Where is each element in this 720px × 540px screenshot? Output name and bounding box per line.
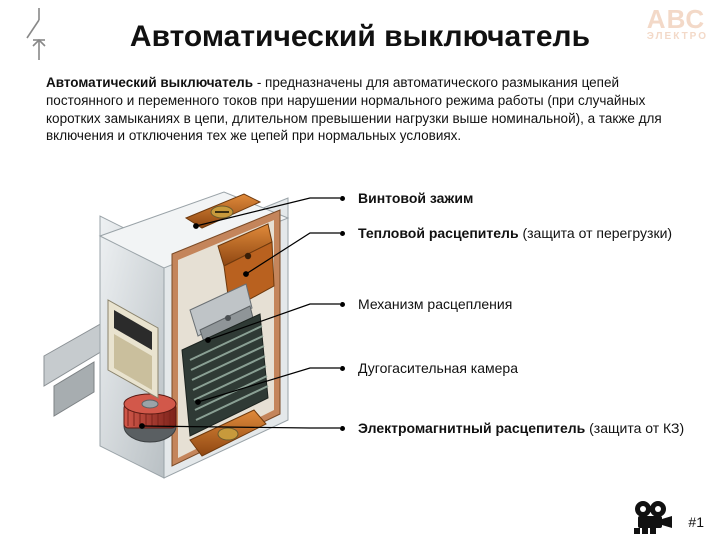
camera-icon — [632, 500, 674, 534]
pt-em — [139, 423, 145, 429]
bullet-icon — [340, 231, 345, 236]
callout-bold: Тепловой расцепитель — [358, 225, 519, 241]
callout-bold: Электромагнитный расцепитель — [358, 420, 585, 436]
callout-plain: Дугогасительная камера — [358, 360, 518, 376]
callout-plain: Механизм расцепления — [358, 296, 512, 312]
electromagnetic-release — [124, 394, 176, 442]
bullet-icon — [340, 196, 345, 201]
callout-screw_terminal: Винтовой зажим — [358, 190, 688, 206]
callout-plain: (защита от КЗ) — [585, 420, 684, 436]
callout-trip_mechanism: Механизм расцепления — [358, 296, 688, 312]
description-lead: Автоматический выключатель — [46, 75, 253, 90]
callout-electromagnetic_release: Электромагнитный расцепитель (защита от … — [358, 420, 688, 436]
pt-thermal — [243, 271, 249, 277]
bullet-icon — [340, 426, 345, 431]
slide-number: #1 — [688, 514, 704, 530]
callout-arc_chamber: Дугогасительная камера — [358, 360, 688, 376]
callout-thermal_release: Тепловой расцепитель (защита от перегруз… — [358, 225, 688, 241]
callout-bold: Винтовой зажим — [358, 190, 473, 206]
pt-arc — [195, 399, 201, 405]
bullet-icon — [340, 302, 345, 307]
pt-screw — [193, 223, 199, 229]
callout-plain: (защита от перегрузки) — [519, 225, 673, 241]
page-title: Автоматический выключатель — [0, 20, 720, 54]
bullet-icon — [340, 366, 345, 371]
pt-trip — [205, 337, 211, 343]
description-paragraph: Автоматический выключатель - предназначе… — [46, 74, 682, 145]
breaker-cutaway-diagram — [40, 190, 300, 480]
